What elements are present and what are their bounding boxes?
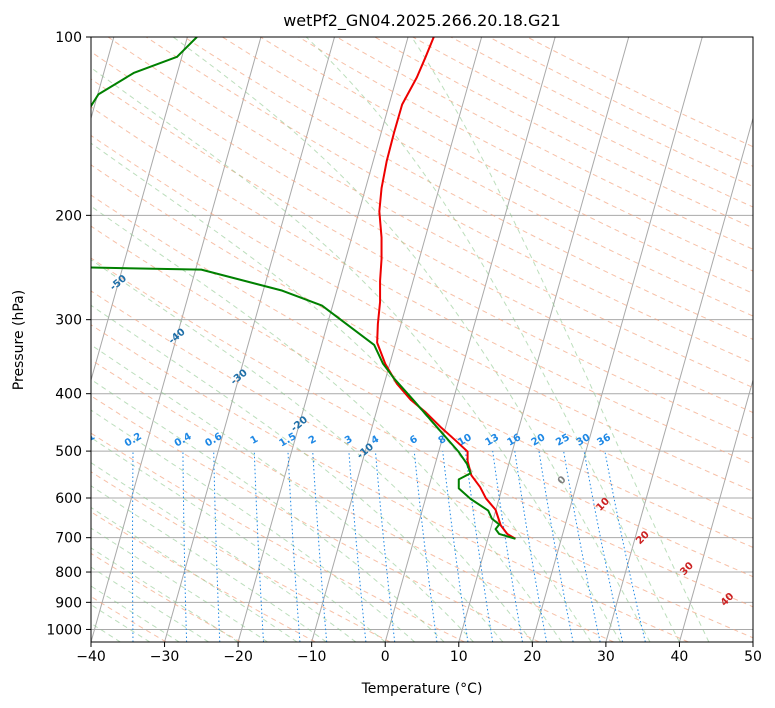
moist-adiabat-line — [91, 205, 563, 642]
x-tick-label: 0 — [381, 649, 390, 665]
x-tick-label: −10 — [297, 649, 327, 665]
isotherm-line — [164, 37, 335, 642]
isotherm-line — [531, 37, 703, 642]
mixing-ratio-line — [514, 451, 548, 642]
x-tick-label: 20 — [523, 649, 541, 665]
dry-adiabat-line — [91, 324, 689, 642]
isotherm-line — [605, 116, 753, 642]
y-tick-label: 200 — [55, 208, 82, 224]
temperature-profile — [376, 37, 516, 540]
dry-adiabat-line — [298, 37, 753, 272]
y-tick-label: 700 — [55, 531, 82, 547]
dry-adiabat-line — [412, 37, 753, 208]
x-tick-label: 40 — [671, 649, 689, 665]
x-tick-label: 10 — [450, 649, 468, 665]
mixing-ratio-label: 4 — [369, 434, 381, 447]
chart-title: wetPf2_GN04.2025.266.20.18.G21 — [283, 11, 561, 31]
moist-adiabat-line — [91, 378, 445, 642]
moist-adiabat-line — [91, 67, 622, 642]
mixing-ratio-label: 8 — [437, 434, 449, 447]
dry-adiabat-line — [526, 37, 753, 148]
profile-series — [91, 37, 516, 540]
y-tick-label: 1000 — [46, 622, 82, 638]
y-tick-label: 300 — [55, 313, 82, 329]
dry-adiabat-line — [91, 78, 753, 439]
x-axis-label: Temperature (°C) — [361, 681, 483, 697]
isotherm-line — [311, 37, 483, 642]
mixing-ratio-label: 0.1 — [76, 431, 97, 449]
dry-adiabat-line — [91, 106, 753, 465]
axes: −40 −30 −20 −10 0 10 20 30 40 5010020030040050060… — [46, 30, 762, 665]
mixing-ratio-line — [538, 451, 574, 642]
mixing-ratio-line — [374, 451, 396, 642]
isotherm-line — [91, 37, 262, 642]
mixing-ratio-line — [442, 451, 469, 642]
moist-adiabat-line — [91, 304, 504, 642]
dry-adiabat-line — [145, 37, 753, 364]
moist-adiabat-line — [91, 409, 415, 642]
dry-adiabat-line — [91, 432, 465, 642]
x-tick-label: 30 — [597, 649, 615, 665]
dry-adiabat-line — [91, 51, 753, 414]
isotherm-line — [458, 37, 630, 642]
moist-adiabat-line — [305, 37, 680, 642]
background-lines — [91, 37, 753, 642]
y-tick-label: 100 — [55, 30, 82, 46]
y-tick-label: 500 — [55, 444, 82, 460]
x-tick-label: −40 — [76, 649, 106, 665]
mixing-ratio-label: 1 — [249, 434, 261, 447]
x-tick-label: −20 — [223, 649, 253, 665]
dry-adiabat-line — [91, 257, 753, 608]
dry-adiabat-line — [91, 290, 753, 639]
moist-adiabat-line — [91, 344, 474, 642]
dry-adiabat-line — [91, 134, 753, 492]
mixing-ratio-label: 6 — [408, 434, 420, 447]
moist-adiabat-line — [91, 506, 298, 642]
mixing-ratio-line — [583, 451, 624, 642]
isotherm-line — [384, 37, 556, 642]
mixing-ratio-line — [413, 451, 438, 642]
dry-adiabat-line — [336, 37, 753, 250]
dry-adiabat-line — [183, 37, 753, 340]
x-tick-label: 50 — [744, 649, 762, 665]
moist-adiabat-line — [91, 142, 592, 642]
moist-adiabat-line — [411, 37, 710, 642]
mixing-ratio-line — [604, 451, 646, 642]
isotherm-line — [91, 37, 188, 382]
mixing-ratio-label: 2 — [307, 434, 319, 447]
mixing-ratio-label: 3 — [343, 434, 355, 447]
y-tick-label: 600 — [55, 491, 82, 507]
y-tick-label: 400 — [55, 387, 82, 403]
y-tick-label: 900 — [55, 595, 82, 611]
isotherm-line — [237, 37, 409, 642]
moist-adiabat-line — [91, 259, 533, 642]
isotherm-line — [678, 378, 753, 642]
mixing-ratio-line — [464, 451, 494, 642]
mixing-ratio-line — [563, 451, 601, 642]
x-tick-label: −30 — [150, 649, 180, 665]
y-tick-label: 800 — [55, 565, 82, 581]
dewpoint-profile — [91, 37, 516, 540]
dry-adiabat-line — [91, 471, 391, 642]
moist-adiabat-line — [91, 485, 327, 642]
moist-adiabat-line — [172, 37, 651, 642]
y-axis-label: Pressure (hPa) — [11, 290, 27, 390]
plot-frame — [90, 36, 754, 643]
mixing-ratio-line — [492, 451, 523, 642]
